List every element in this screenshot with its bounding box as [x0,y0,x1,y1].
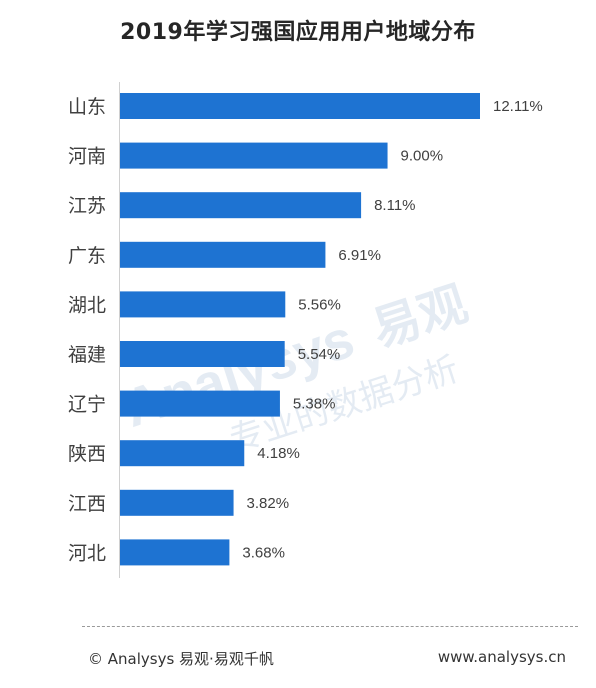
value-label: 6.91% [338,247,381,264]
value-label: 4.18% [257,445,300,462]
category-label: 湖北 [68,294,106,316]
bar [120,192,362,219]
category-label: 福建 [68,344,106,366]
category-label: 辽宁 [68,394,106,416]
bar [120,241,326,268]
value-label: 3.68% [242,544,285,561]
bar [120,489,234,516]
footer-copyright: © Analysys 易观·易观千帆 [88,650,274,668]
value-label: 5.54% [298,346,341,363]
bar [120,390,280,417]
value-label: 5.38% [293,396,336,413]
value-label: 3.82% [247,495,290,512]
bar [120,539,230,566]
category-label: 河南 [68,146,106,168]
category-label: 广东 [68,245,106,267]
value-label: 5.56% [298,296,341,313]
bar [120,93,480,119]
category-label: 陕西 [68,443,106,465]
category-label: 山东 [68,96,106,118]
category-label: 江西 [68,493,106,515]
bar [120,142,388,169]
category-label: 江苏 [68,195,106,217]
value-label: 8.11% [374,197,415,214]
bar [120,291,286,318]
footer-website: www.analysys.cn [437,648,566,666]
value-label: 12.11% [493,98,543,115]
bar [120,440,245,467]
value-label: 9.00% [401,148,444,165]
footer-divider [82,626,578,627]
bar [120,341,285,367]
chart-title: 2019年学习强国应用用户地域分布 [120,20,476,45]
category-label: 河北 [68,542,106,564]
